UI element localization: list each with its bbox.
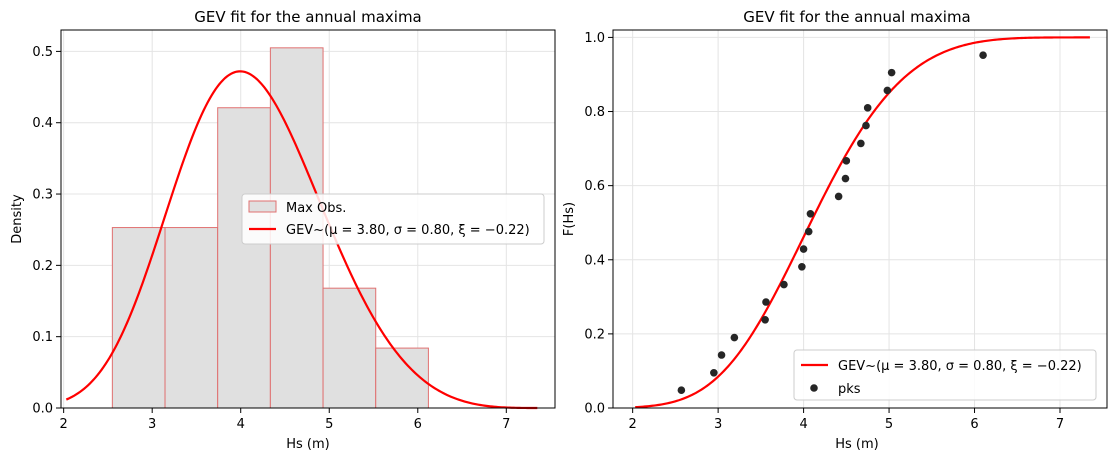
right-y-axis-label: F(Hs)	[562, 202, 577, 236]
right-legend-box	[793, 349, 1097, 401]
histogram-bar	[217, 107, 271, 409]
left-axes-frame	[60, 29, 556, 409]
left-legend-hist-swatch	[248, 200, 277, 213]
right-x-tick-label: 7	[1056, 417, 1064, 432]
right-legend-points-label: pks	[838, 382, 861, 397]
pks-point	[677, 386, 686, 395]
left-legend: Max Obs. GEV~(μ = 3.80, σ = 0.80, ξ = −0…	[241, 193, 545, 245]
left-y-tick-label: 0.4	[32, 116, 53, 131]
right-legend-curve-label: GEV~(μ = 3.80, σ = 0.80, ξ = −0.22)	[838, 359, 1082, 374]
left-y-tick-label: 0.1	[32, 330, 53, 345]
pks-point	[862, 121, 870, 130]
pks-point	[730, 333, 739, 342]
histogram-bar	[111, 227, 166, 409]
right-legend-points-swatch	[810, 384, 818, 392]
right-x-tick-label: 4	[799, 417, 807, 432]
right-chart-title: GEV fit for the annual maxima	[743, 8, 971, 26]
pks-point	[979, 51, 987, 59]
right-y-tick-label: 1.0	[584, 31, 605, 46]
pks-point	[863, 104, 872, 112]
left-panel-density: GEV fit for the annual maxima 2 3 4 5 6 7 0.0…	[10, 8, 556, 452]
right-gev-cdf-curve	[635, 36, 1090, 409]
right-x-tick-label: 6	[970, 417, 978, 432]
pks-point	[717, 351, 726, 359]
left-y-tick-label: 0.3	[32, 188, 53, 203]
pks-point	[799, 245, 808, 253]
right-y-tick-label: 0.0	[584, 402, 605, 417]
right-x-tick-label: 2	[629, 417, 637, 432]
left-x-tick-label: 4	[237, 417, 245, 432]
right-y-tick-label: 0.4	[584, 253, 605, 268]
pks-point	[710, 368, 718, 377]
pks-point	[780, 280, 788, 289]
left-legend-box	[241, 193, 545, 245]
left-legend-curve-label: GEV~(μ = 3.80, σ = 0.80, ξ = −0.22)	[286, 223, 530, 238]
left-x-tick-label: 3	[148, 417, 156, 432]
pks-point	[798, 263, 806, 271]
right-x-axis-label: Hs (m)	[835, 437, 879, 452]
pks-point	[762, 298, 770, 306]
left-y-tick-label: 0.0	[32, 402, 53, 417]
left-x-tick-label: 5	[325, 417, 333, 432]
pks-point	[841, 174, 850, 183]
pks-point	[806, 210, 815, 218]
right-y-ticks: 0.0 0.2 0.4 0.6 0.8 1.0	[584, 31, 613, 417]
right-y-tick-label: 0.8	[584, 105, 605, 120]
right-y-tick-label: 0.2	[584, 327, 605, 342]
pks-point	[834, 192, 843, 201]
right-x-tick-label: 3	[714, 417, 722, 432]
pks-point	[887, 68, 896, 77]
right-x-tick-label: 5	[885, 417, 893, 432]
left-y-ticks: 0.0 0.1 0.2 0.3 0.4 0.5	[32, 45, 61, 417]
left-x-tick-label: 2	[60, 417, 68, 432]
left-x-tick-label: 6	[414, 417, 422, 432]
pks-point	[804, 227, 813, 236]
left-x-axis-label: Hs (m)	[286, 437, 330, 452]
left-y-tick-label: 0.2	[32, 259, 53, 274]
left-x-tick-label: 7	[502, 417, 510, 432]
pks-point	[761, 316, 769, 324]
right-axes-frame	[612, 29, 1108, 409]
right-legend: GEV~(μ = 3.80, σ = 0.80, ξ = −0.22) pks	[793, 349, 1097, 401]
left-histogram	[111, 47, 429, 409]
left-y-tick-label: 0.5	[32, 45, 53, 60]
pks-point	[857, 139, 865, 148]
left-y-axis-label: Density	[10, 194, 25, 244]
left-legend-hist-label: Max Obs.	[286, 201, 346, 216]
left-x-ticks: 2 3 4 5 6 7	[60, 408, 510, 432]
right-x-ticks: 2 3 4 5 6 7	[629, 408, 1064, 432]
right-observed-points	[677, 51, 987, 395]
histogram-bar	[164, 227, 219, 409]
left-gev-pdf-curve	[65, 70, 538, 410]
pks-point	[883, 86, 892, 95]
right-y-tick-label: 0.6	[584, 179, 605, 194]
pks-point	[842, 157, 851, 165]
left-chart-title: GEV fit for the annual maxima	[194, 8, 422, 26]
right-panel-cdf: GEV fit for the annual maxima 2 3 4 5 6 7 0.0…	[562, 8, 1108, 452]
